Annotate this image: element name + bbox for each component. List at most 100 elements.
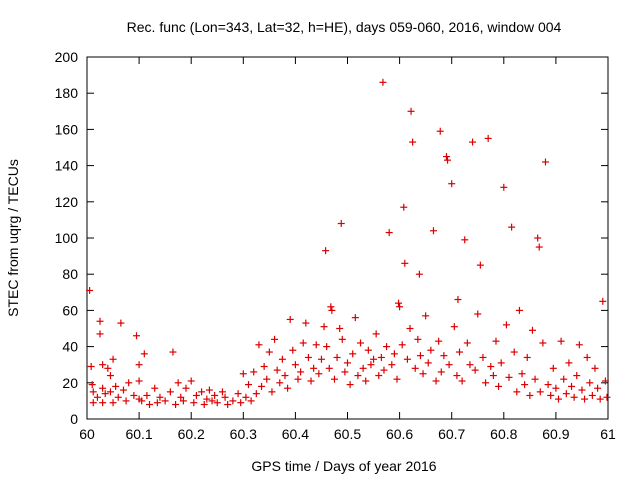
- data-point: [109, 355, 117, 363]
- data-point: [372, 330, 380, 338]
- data-point: [278, 355, 286, 363]
- data-point: [247, 397, 255, 405]
- data-point: [416, 352, 424, 360]
- data-point: [323, 343, 331, 351]
- data-point: [302, 319, 310, 327]
- y-tick-label: 120: [55, 194, 79, 210]
- data-point: [380, 366, 388, 374]
- y-tick-label: 180: [55, 85, 79, 101]
- data-point: [242, 393, 250, 401]
- data-point: [268, 388, 276, 396]
- x-tick-label: 61: [600, 426, 616, 442]
- data-point: [495, 382, 503, 390]
- y-axis-label: STEC from uqrg / TECUs: [5, 159, 21, 317]
- data-point: [560, 375, 568, 383]
- data-point: [458, 377, 466, 385]
- data-point: [444, 156, 452, 164]
- axis-ticks: [86, 56, 609, 420]
- data-point: [88, 381, 96, 389]
- data-point: [135, 377, 143, 385]
- data-point: [515, 306, 523, 314]
- data-point: [338, 335, 346, 343]
- data-point: [385, 229, 393, 237]
- data-point: [286, 315, 294, 323]
- data-point: [407, 107, 415, 115]
- data-point: [435, 337, 443, 345]
- data-point: [508, 223, 516, 231]
- data-point: [117, 319, 125, 327]
- data-point: [122, 397, 130, 405]
- x-tick-label: 60.5: [334, 426, 361, 442]
- data-point: [132, 332, 140, 340]
- data-point: [317, 355, 325, 363]
- data-point: [294, 375, 302, 383]
- data-point: [112, 382, 120, 390]
- data-point: [349, 350, 357, 358]
- data-point: [99, 384, 107, 392]
- data-point: [487, 363, 495, 371]
- data-point: [291, 361, 299, 369]
- data-point: [442, 153, 450, 161]
- data-points: [86, 78, 611, 409]
- data-point: [341, 368, 349, 376]
- data-point: [393, 375, 401, 383]
- data-point: [140, 350, 148, 358]
- data-point: [330, 375, 338, 383]
- data-point: [415, 270, 423, 278]
- y-tick-label: 0: [70, 411, 78, 427]
- data-point: [177, 393, 185, 401]
- data-point: [599, 297, 607, 305]
- data-point: [179, 397, 187, 405]
- data-point: [333, 353, 341, 361]
- x-tick-label: 60.1: [125, 426, 152, 442]
- data-point: [364, 346, 372, 354]
- data-point: [411, 364, 419, 372]
- data-point: [99, 399, 107, 407]
- data-point: [528, 326, 536, 334]
- x-tick-label: 60.2: [178, 426, 205, 442]
- data-point: [263, 375, 271, 383]
- data-point: [315, 370, 323, 378]
- data-point: [200, 401, 208, 409]
- data-point: [208, 397, 216, 405]
- data-point: [370, 355, 378, 363]
- data-point: [419, 370, 427, 378]
- y-tick-label: 100: [55, 230, 79, 246]
- data-point: [591, 364, 599, 372]
- data-point: [135, 361, 143, 369]
- data-point: [427, 346, 435, 354]
- data-point: [354, 372, 362, 380]
- data-point: [453, 372, 461, 380]
- data-point: [237, 399, 245, 407]
- data-point: [583, 353, 591, 361]
- data-point: [424, 359, 432, 367]
- data-point: [448, 180, 456, 188]
- data-point: [174, 379, 182, 387]
- data-point: [203, 395, 211, 403]
- data-point: [466, 361, 474, 369]
- data-point: [539, 339, 547, 347]
- data-point: [312, 341, 320, 349]
- data-point: [87, 363, 95, 371]
- y-tick-label: 20: [62, 375, 78, 391]
- data-point: [304, 353, 312, 361]
- data-point: [151, 384, 159, 392]
- data-point: [555, 395, 563, 403]
- data-point: [276, 379, 284, 387]
- data-point: [346, 381, 354, 389]
- data-point: [99, 361, 107, 369]
- data-point: [440, 352, 448, 360]
- data-point: [523, 353, 531, 361]
- data-point: [454, 296, 462, 304]
- data-point: [153, 399, 161, 407]
- data-point: [575, 341, 583, 349]
- data-point: [289, 346, 297, 354]
- data-point: [436, 127, 444, 135]
- data-point: [221, 393, 229, 401]
- data-point: [86, 286, 94, 294]
- data-point: [432, 377, 440, 385]
- data-point: [588, 391, 596, 399]
- data-point: [456, 348, 464, 356]
- data-point: [328, 306, 336, 314]
- data-point: [239, 370, 247, 378]
